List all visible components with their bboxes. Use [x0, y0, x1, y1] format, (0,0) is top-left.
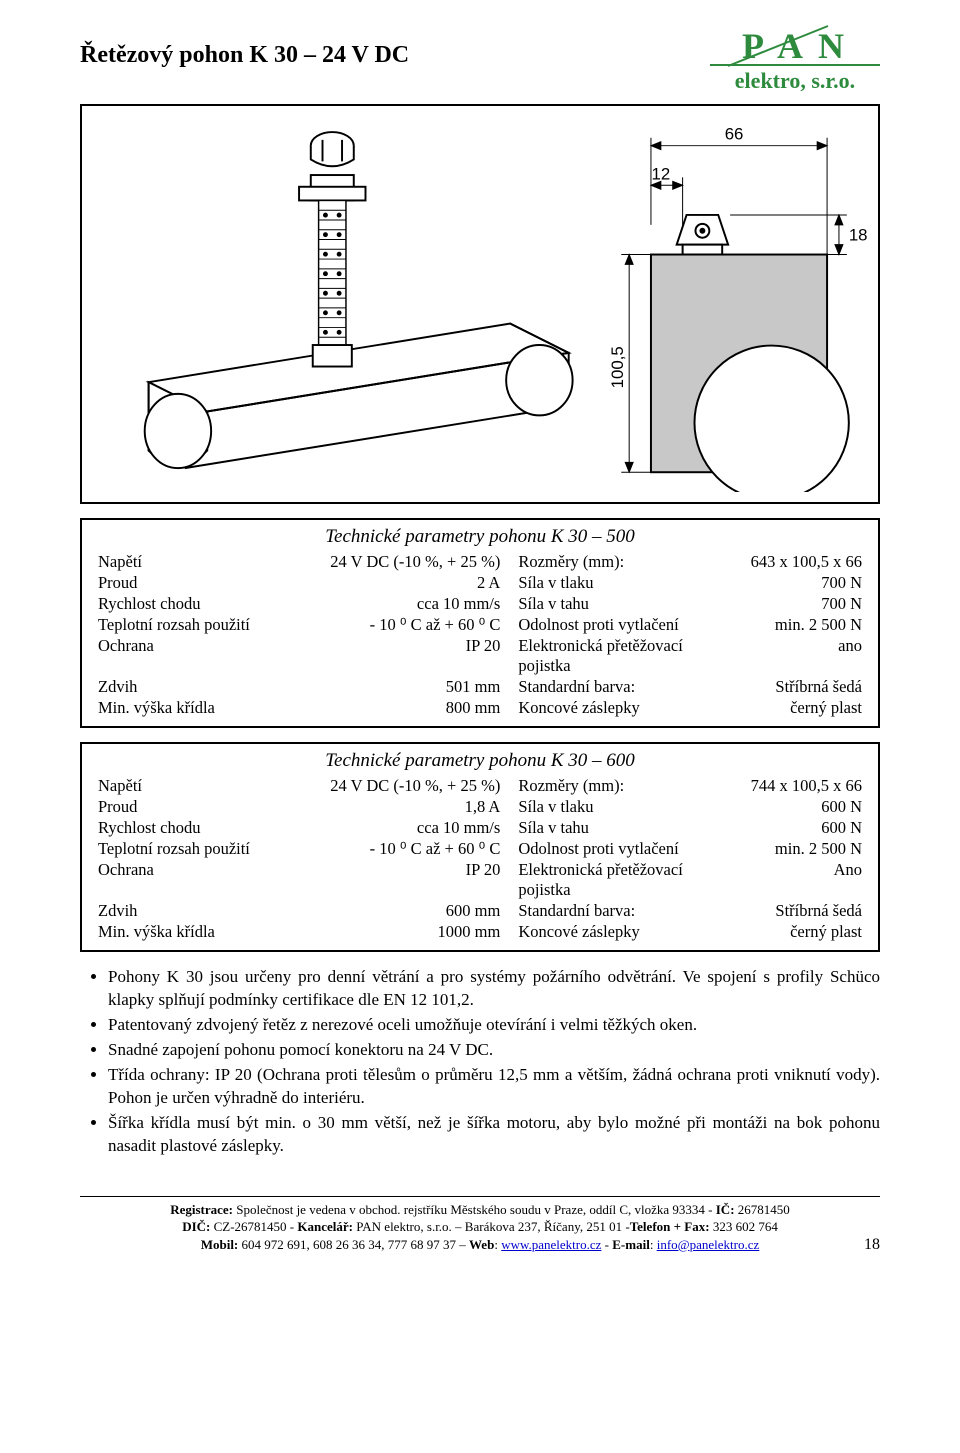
- param-label: Zdvih: [98, 677, 312, 697]
- param-value: Stříbrná šedá: [751, 677, 862, 697]
- bullet-item: Snadné zapojení pohonu pomocí konektoru …: [108, 1039, 880, 1062]
- footer-line-1: Registrace: Společnost je vedena v obcho…: [80, 1201, 880, 1219]
- param-label: Síla v tlaku: [518, 573, 732, 593]
- footer-label: E-mail: [612, 1237, 650, 1252]
- logo-main-text: P A N: [738, 30, 852, 62]
- param-box-600: Technické parametry pohonu K 30 – 600 Na…: [80, 742, 880, 952]
- param-label: Min. výška křídla: [98, 922, 312, 942]
- param-grid-500: Napětí 24 V DC (-10 %, + 25 %) Rozměry (mm…: [98, 552, 862, 718]
- bullet-item: Třída ochrany: IP 20 (Ochrana proti těle…: [108, 1064, 880, 1110]
- footer-label: IČ:: [716, 1202, 735, 1217]
- dim-12: 12: [651, 165, 670, 184]
- footer-line-2: DIČ: CZ-26781450 - Kancelář: PAN elektro…: [80, 1218, 880, 1236]
- param-grid-600: Napětí 24 V DC (-10 %, + 25 %) Rozměry (mm…: [98, 776, 862, 942]
- param-label: Rychlost chodu: [98, 594, 312, 614]
- param-value: 700 N: [751, 573, 862, 593]
- param-value: - 10 ⁰ C až + 60 ⁰ C: [330, 839, 500, 859]
- param-label: Síla v tlaku: [518, 797, 732, 817]
- param-label: Proud: [98, 797, 312, 817]
- diagram-box: 66 12 18: [80, 104, 880, 504]
- param-label: Napětí: [98, 776, 312, 796]
- footer-web-link[interactable]: www.panelektro.cz: [501, 1237, 601, 1252]
- param-value: 1000 mm: [330, 922, 500, 942]
- footer-label: Telefon + Fax:: [630, 1219, 710, 1234]
- footer-label: Mobil:: [201, 1237, 239, 1252]
- param-value: IP 20: [330, 636, 500, 676]
- param-value: - 10 ⁰ C až + 60 ⁰ C: [330, 615, 500, 635]
- footer-label: Registrace:: [170, 1202, 233, 1217]
- param-label: Síla v tahu: [518, 594, 732, 614]
- param-label: Odolnost proti vytlačení: [518, 615, 732, 635]
- param-value: 1,8 A: [330, 797, 500, 817]
- param-label: Min. výška křídla: [98, 698, 312, 718]
- dim-18: 18: [849, 226, 868, 245]
- page-title: Řetězový pohon K 30 – 24 V DC: [80, 42, 409, 69]
- dim-66: 66: [725, 125, 744, 144]
- param-box-500: Technické parametry pohonu K 30 – 500 Na…: [80, 518, 880, 728]
- param-label: Proud: [98, 573, 312, 593]
- diagram-main: [90, 116, 598, 492]
- param-label: Teplotní rozsah použití: [98, 839, 312, 859]
- param-label: Rychlost chodu: [98, 818, 312, 838]
- footer-email-link[interactable]: info@panelektro.cz: [657, 1237, 760, 1252]
- param-label: Koncové záslepky: [518, 698, 732, 718]
- diagram-side: 66 12 18: [610, 116, 870, 492]
- bullet-item: Šířka křídla musí být min. o 30 mm větší…: [108, 1112, 880, 1158]
- bullet-list: Pohony K 30 jsou určeny pro denní větrán…: [80, 966, 880, 1158]
- bullet-item: Pohony K 30 jsou určeny pro denní větrán…: [108, 966, 880, 1012]
- param-label: Odolnost proti vytlačení: [518, 839, 732, 859]
- param-label: Rozměry (mm):: [518, 552, 732, 572]
- param-value: 744 x 100,5 x 66: [751, 776, 862, 796]
- param-label: Teplotní rozsah použití: [98, 615, 312, 635]
- param-value: 24 V DC (-10 %, + 25 %): [330, 552, 500, 572]
- param-value: 643 x 100,5 x 66: [751, 552, 862, 572]
- param-value: 2 A: [330, 573, 500, 593]
- param-value: cca 10 mm/s: [330, 818, 500, 838]
- param-value: 600 mm: [330, 901, 500, 921]
- footer-label: Kancelář:: [297, 1219, 353, 1234]
- param-value: černý plast: [751, 922, 862, 942]
- bullet-item: Patentovaný zdvojený řetěz z nerezové oc…: [108, 1014, 880, 1037]
- param-value: ano: [751, 636, 862, 676]
- param-label: Rozměry (mm):: [518, 776, 732, 796]
- param-label: Standardní barva:: [518, 901, 732, 921]
- param-label: Elektronická přetěžovací pojistka: [518, 860, 732, 900]
- footer-label: Web: [469, 1237, 494, 1252]
- param-value: Stříbrná šedá: [751, 901, 862, 921]
- param-value: Ano: [751, 860, 862, 900]
- header-row: Řetězový pohon K 30 – 24 V DC P A N elek…: [80, 30, 880, 94]
- actuator-drawing-icon: [90, 116, 598, 492]
- logo: P A N elektro, s.r.o.: [710, 30, 880, 94]
- param-label: Zdvih: [98, 901, 312, 921]
- param-value: 600 N: [751, 797, 862, 817]
- param-value: 501 mm: [330, 677, 500, 697]
- param-value: 600 N: [751, 818, 862, 838]
- param-title-500: Technické parametry pohonu K 30 – 500: [98, 526, 862, 548]
- param-label: Ochrana: [98, 636, 312, 676]
- param-value: černý plast: [751, 698, 862, 718]
- param-label: Síla v tahu: [518, 818, 732, 838]
- param-label: Napětí: [98, 552, 312, 572]
- param-label: Koncové záslepky: [518, 922, 732, 942]
- footer-label: DIČ:: [182, 1219, 210, 1234]
- param-label: Ochrana: [98, 860, 312, 900]
- param-value: 800 mm: [330, 698, 500, 718]
- param-value: cca 10 mm/s: [330, 594, 500, 614]
- param-label: Elektronická přetěžovací pojistka: [518, 636, 732, 676]
- param-value: IP 20: [330, 860, 500, 900]
- dim-100-5: 100,5: [610, 347, 627, 389]
- param-value: 24 V DC (-10 %, + 25 %): [330, 776, 500, 796]
- side-view-icon: 66 12 18: [610, 116, 870, 492]
- param-title-600: Technické parametry pohonu K 30 – 600: [98, 750, 862, 772]
- param-label: Standardní barva:: [518, 677, 732, 697]
- param-value: min. 2 500 N: [751, 839, 862, 859]
- param-value: 700 N: [751, 594, 862, 614]
- param-value: min. 2 500 N: [751, 615, 862, 635]
